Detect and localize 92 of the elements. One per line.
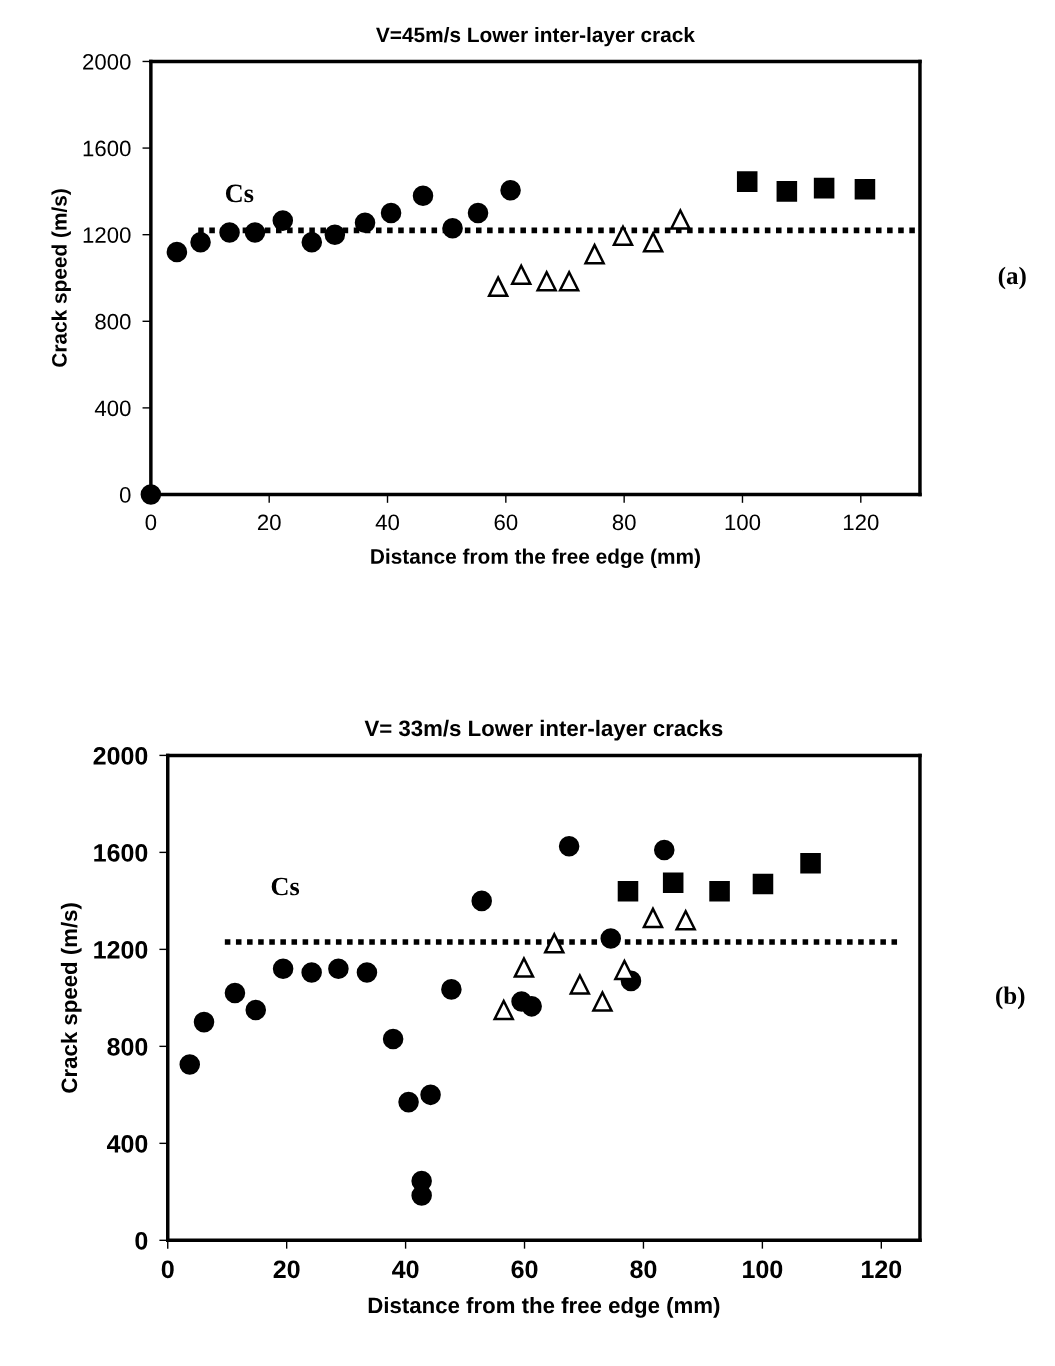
y-tick-label: 400 [106,1134,148,1153]
point [614,959,635,981]
point [166,241,188,263]
x-tick-label: 100 [743,1260,783,1279]
point [776,181,798,202]
x-tick-label: 60 [511,1260,538,1279]
point [854,178,876,200]
point [324,224,346,245]
point [600,928,622,949]
point [411,1185,432,1206]
point [471,890,492,912]
point [584,243,605,265]
y-tick-label: 800 [107,1037,148,1056]
y-axis-title: Crack speed (m/s) [60,903,82,1093]
point [642,907,664,929]
point [301,231,323,253]
y-tick-label: 800 [95,313,131,330]
y-tick-label: 400 [94,400,131,417]
y-tick-label: 0 [135,1231,148,1250]
point [441,979,462,1000]
x-tick-label: 120 [862,1260,902,1279]
x-tick-label: 40 [392,1260,419,1279]
point [467,202,489,224]
y-tick-label: 1200 [83,227,131,243]
point [752,873,774,895]
point [301,962,322,983]
point [193,1011,215,1033]
point [662,872,684,893]
point [190,231,211,253]
point [670,209,691,230]
point [592,991,613,1012]
point [569,974,591,995]
point [442,217,463,239]
text: (a) [998,266,1026,290]
point [493,999,514,1021]
point [328,958,349,980]
point [354,212,376,234]
chart-title: V=45m/s Lower inter-layer crack [376,26,695,47]
x-axis-title: Distance from the free edge (mm) [371,548,700,569]
y-axis-title: Crack speed (m/s) [51,189,71,367]
point [412,185,434,206]
point [398,1091,419,1113]
y-tick-label: 2000 [83,54,131,70]
point [736,171,758,192]
point [709,880,730,902]
point [813,177,835,199]
x-tick-label: 120 [843,514,879,531]
point [536,270,557,292]
annotation: Cs [271,877,300,896]
point [521,996,542,1017]
x-axis-title: Distance from the free edge (mm) [368,1296,720,1318]
x-tick-label: 0 [161,1260,174,1279]
point [420,1084,441,1106]
point [653,839,675,861]
y-tick-label: 1600 [94,843,148,862]
y-tick-label: 1200 [94,940,148,959]
point [140,484,162,505]
x-tick-label: 80 [612,514,636,531]
point [800,853,821,874]
point [510,264,532,286]
point [543,933,565,954]
point [513,957,535,978]
x-tick-label: 20 [273,1260,300,1279]
y-tick-label: 0 [119,487,131,503]
point [500,180,521,201]
chart-title: V= 33m/s Lower inter-layer cracks [364,719,723,741]
point [382,1028,404,1050]
point [642,231,664,253]
point [356,962,378,983]
point [380,202,402,224]
point [219,222,240,243]
point [675,910,696,931]
point [612,225,634,247]
point [179,1054,201,1075]
text: (b) [996,986,1025,1010]
point [487,276,509,297]
x-tick-label: 20 [257,514,281,531]
point [272,958,294,980]
point [558,270,580,292]
annotation: Cs [225,184,254,203]
y-tick-label: 2000 [93,747,148,765]
point [224,982,246,1004]
point [558,836,580,857]
point [244,222,266,243]
x-tick-label: 100 [725,514,761,531]
x-tick-label: 40 [375,514,399,531]
point [245,999,267,1021]
x-tick-label: 80 [630,1260,657,1279]
point [272,210,294,231]
y-tick-label: 1600 [83,140,131,157]
point [617,880,639,902]
x-tick-label: 60 [494,514,518,531]
